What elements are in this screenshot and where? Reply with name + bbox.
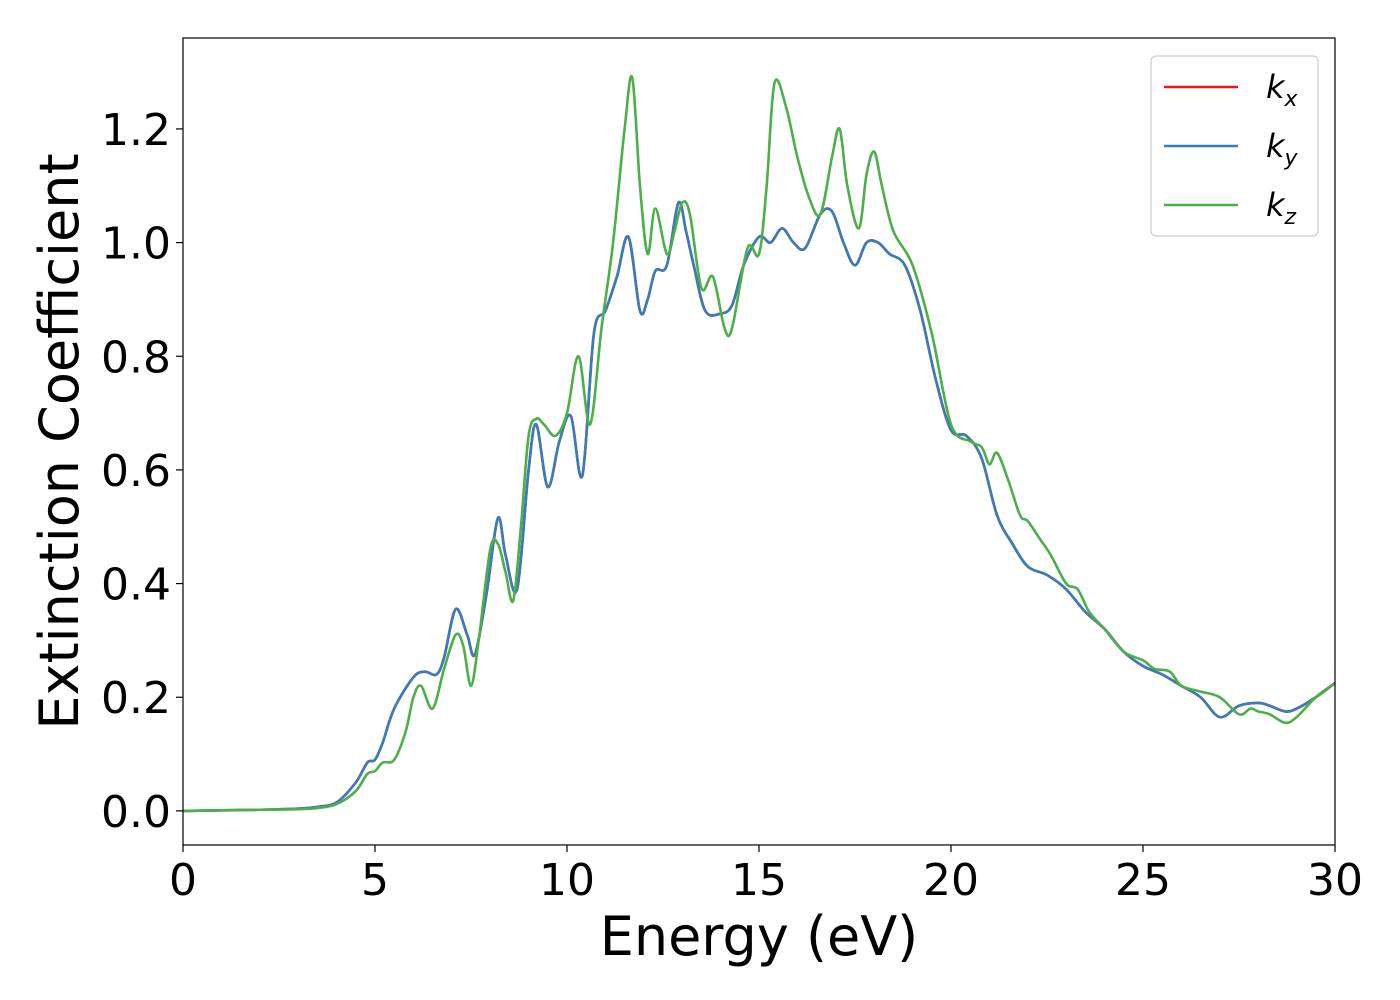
y-tick-label: 0.4 [101, 560, 171, 611]
y-axis-ticks: 0.0 0.2 0.4 0.6 0.8 1.0 1.2 [101, 105, 183, 838]
x-tick-label: 10 [539, 855, 595, 906]
y-tick-label: 0.0 [101, 787, 171, 838]
legend-label-z: kz [1266, 186, 1297, 230]
x-tick-label: 5 [361, 855, 389, 906]
y-tick-label: 0.8 [101, 332, 171, 383]
series-layer [182, 74, 1336, 813]
y-axis-label: Extinction Coefficient [28, 153, 91, 729]
x-tick-label: 0 [169, 855, 197, 906]
y-tick-label: 0.6 [101, 446, 171, 497]
series-line-y [182, 200, 1336, 813]
legend-label-y: ky [1266, 127, 1299, 171]
y-tick-label: 1.0 [101, 219, 171, 270]
y-tick-label: 0.2 [101, 673, 171, 724]
x-axis-ticks: 0 5 10 15 20 25 30 [169, 845, 1363, 906]
x-tick-label: 20 [923, 855, 979, 906]
legend-label-x: kx [1266, 68, 1299, 112]
series-line-z [182, 74, 1336, 813]
y-tick-label: 1.2 [101, 105, 171, 156]
legend: kx ky kz [1150, 55, 1319, 237]
x-tick-label: 15 [731, 855, 787, 906]
x-tick-label: 25 [1115, 855, 1171, 906]
x-tick-label: 30 [1307, 855, 1363, 906]
x-axis-label: Energy (eV) [600, 905, 919, 968]
